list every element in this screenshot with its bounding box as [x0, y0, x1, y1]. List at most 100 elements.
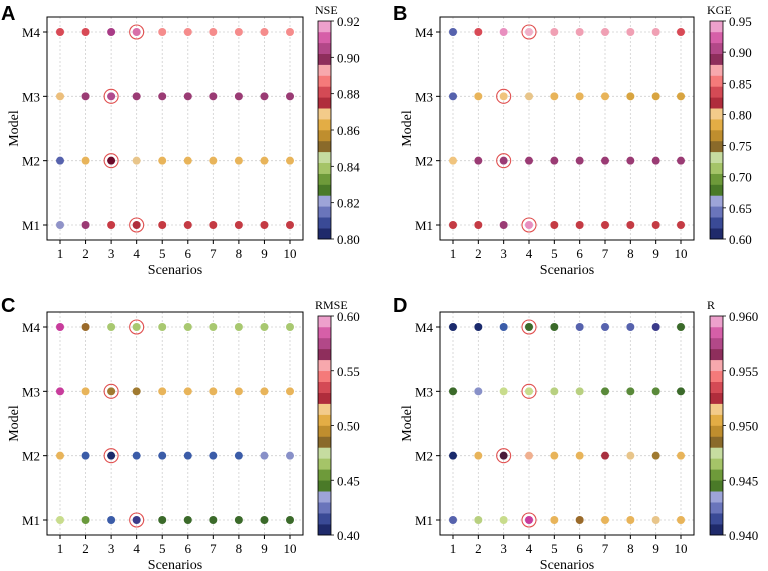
colorbar-segment: [710, 480, 723, 492]
x-axis-label: Scenarios: [148, 558, 202, 571]
colorbar-segment: [710, 86, 723, 98]
colorbar-tick-label: 0.60: [337, 309, 360, 324]
colorbar-segment: [710, 21, 723, 33]
highlight-ring: [496, 88, 512, 104]
data-point: [474, 28, 483, 36]
x-tick-label: 9: [261, 541, 268, 556]
colorbar-tick-label: 0.84: [337, 159, 360, 174]
data-point: [209, 516, 218, 524]
colorbar-segment: [710, 75, 723, 87]
data-point: [158, 387, 167, 396]
data-point: [81, 92, 90, 101]
colorbar-segment: [710, 162, 723, 174]
data-point: [209, 387, 218, 396]
x-tick-label: 6: [185, 541, 192, 556]
colorbar-segment: [318, 217, 331, 229]
data-point: [234, 221, 243, 229]
data-point: [449, 28, 457, 36]
data-point: [107, 28, 116, 36]
colorbar-segment: [318, 337, 331, 350]
colorbar-tick-label: 0.90: [729, 45, 752, 60]
data-point: [550, 451, 559, 460]
colorbar-segment: [710, 108, 723, 120]
data-point: [286, 156, 294, 165]
x-tick-label: 8: [627, 246, 634, 261]
colorbar-tick-label: 0.88: [337, 87, 360, 102]
x-tick-label: 4: [133, 246, 140, 261]
data-point: [183, 387, 192, 396]
data-point: [550, 323, 559, 331]
x-tick-label: 2: [82, 541, 89, 556]
colorbar-tick-label: 0.55: [337, 364, 360, 379]
data-point: [651, 28, 660, 36]
colorbar-segment: [318, 162, 331, 174]
colorbar-segment: [710, 184, 723, 196]
panel-d: D 1 2 3 4 5 6 7 8 9 10 M1 M2 M3 M4 Scenarios Model 0.940 0…: [393, 295, 758, 571]
data-point: [575, 221, 584, 229]
data-point: [601, 92, 609, 101]
colorbar-tick-label: 0.40: [337, 528, 360, 543]
colorbar-segment: [710, 414, 723, 426]
x-tick-label: 2: [475, 246, 482, 261]
plot-frame: [46, 311, 304, 536]
colorbar-tick-label: 0.80: [729, 107, 752, 122]
colorbar-segment: [318, 480, 331, 492]
x-axis-label: Scenarios: [148, 263, 202, 278]
colorbar-segment: [318, 447, 331, 459]
data-point: [449, 516, 457, 524]
data-point: [286, 28, 294, 36]
colorbar-segment: [318, 53, 331, 65]
data-point: [286, 92, 294, 101]
colorbar-segment: [318, 108, 331, 120]
colorbar-segment: [318, 469, 331, 481]
x-tick-label: 3: [500, 541, 507, 556]
data-point: [525, 92, 533, 101]
x-tick-label: 1: [450, 541, 457, 556]
colorbar-segment: [710, 348, 723, 361]
data-point: [499, 387, 508, 396]
data-point: [56, 221, 64, 229]
colorbar-segment: [318, 458, 331, 470]
colorbar-tick-label: 0.70: [729, 170, 752, 185]
colorbar-segment: [710, 42, 723, 54]
data-point: [132, 516, 141, 524]
data-point: [499, 156, 508, 165]
colorbar-frame: [709, 20, 724, 240]
highlight-ring: [521, 512, 537, 528]
colorbar-tick-label: 0.92: [337, 14, 360, 29]
colorbar-tick-label: 0.955: [729, 364, 758, 379]
y-tick-label: M3: [415, 384, 433, 399]
data-point: [677, 451, 685, 460]
data-point: [260, 221, 269, 229]
data-point: [474, 451, 483, 460]
colorbar-segment: [710, 140, 723, 153]
panel-letter: B: [393, 3, 407, 25]
colorbar-tick-label: 0.90: [337, 50, 360, 65]
panel-letter: A: [1, 3, 15, 25]
x-tick-label: 10: [284, 541, 297, 556]
data-point: [525, 221, 533, 229]
data-point: [132, 451, 141, 460]
colorbar-segment: [710, 403, 723, 415]
x-tick-label: 10: [675, 246, 688, 261]
colorbar-segment: [710, 31, 723, 44]
colorbar-segment: [710, 119, 723, 131]
x-tick-label: 4: [133, 541, 140, 556]
data-point: [209, 323, 218, 331]
colorbar-segment: [710, 228, 723, 240]
data-point: [132, 221, 141, 229]
data-point: [449, 221, 457, 229]
data-point: [260, 516, 269, 524]
x-tick-label: 8: [236, 246, 243, 261]
y-axis-label: Model: [7, 405, 22, 442]
x-tick-label: 4: [526, 246, 533, 261]
x-tick-label: 10: [675, 541, 688, 556]
data-point: [209, 92, 218, 101]
colorbar-segment: [318, 21, 331, 33]
colorbar-segment: [710, 206, 723, 218]
data-point: [651, 323, 660, 331]
x-tick-label: 5: [551, 541, 558, 556]
data-point: [499, 221, 508, 229]
colorbar-segment: [710, 195, 723, 207]
data-point: [56, 451, 64, 460]
